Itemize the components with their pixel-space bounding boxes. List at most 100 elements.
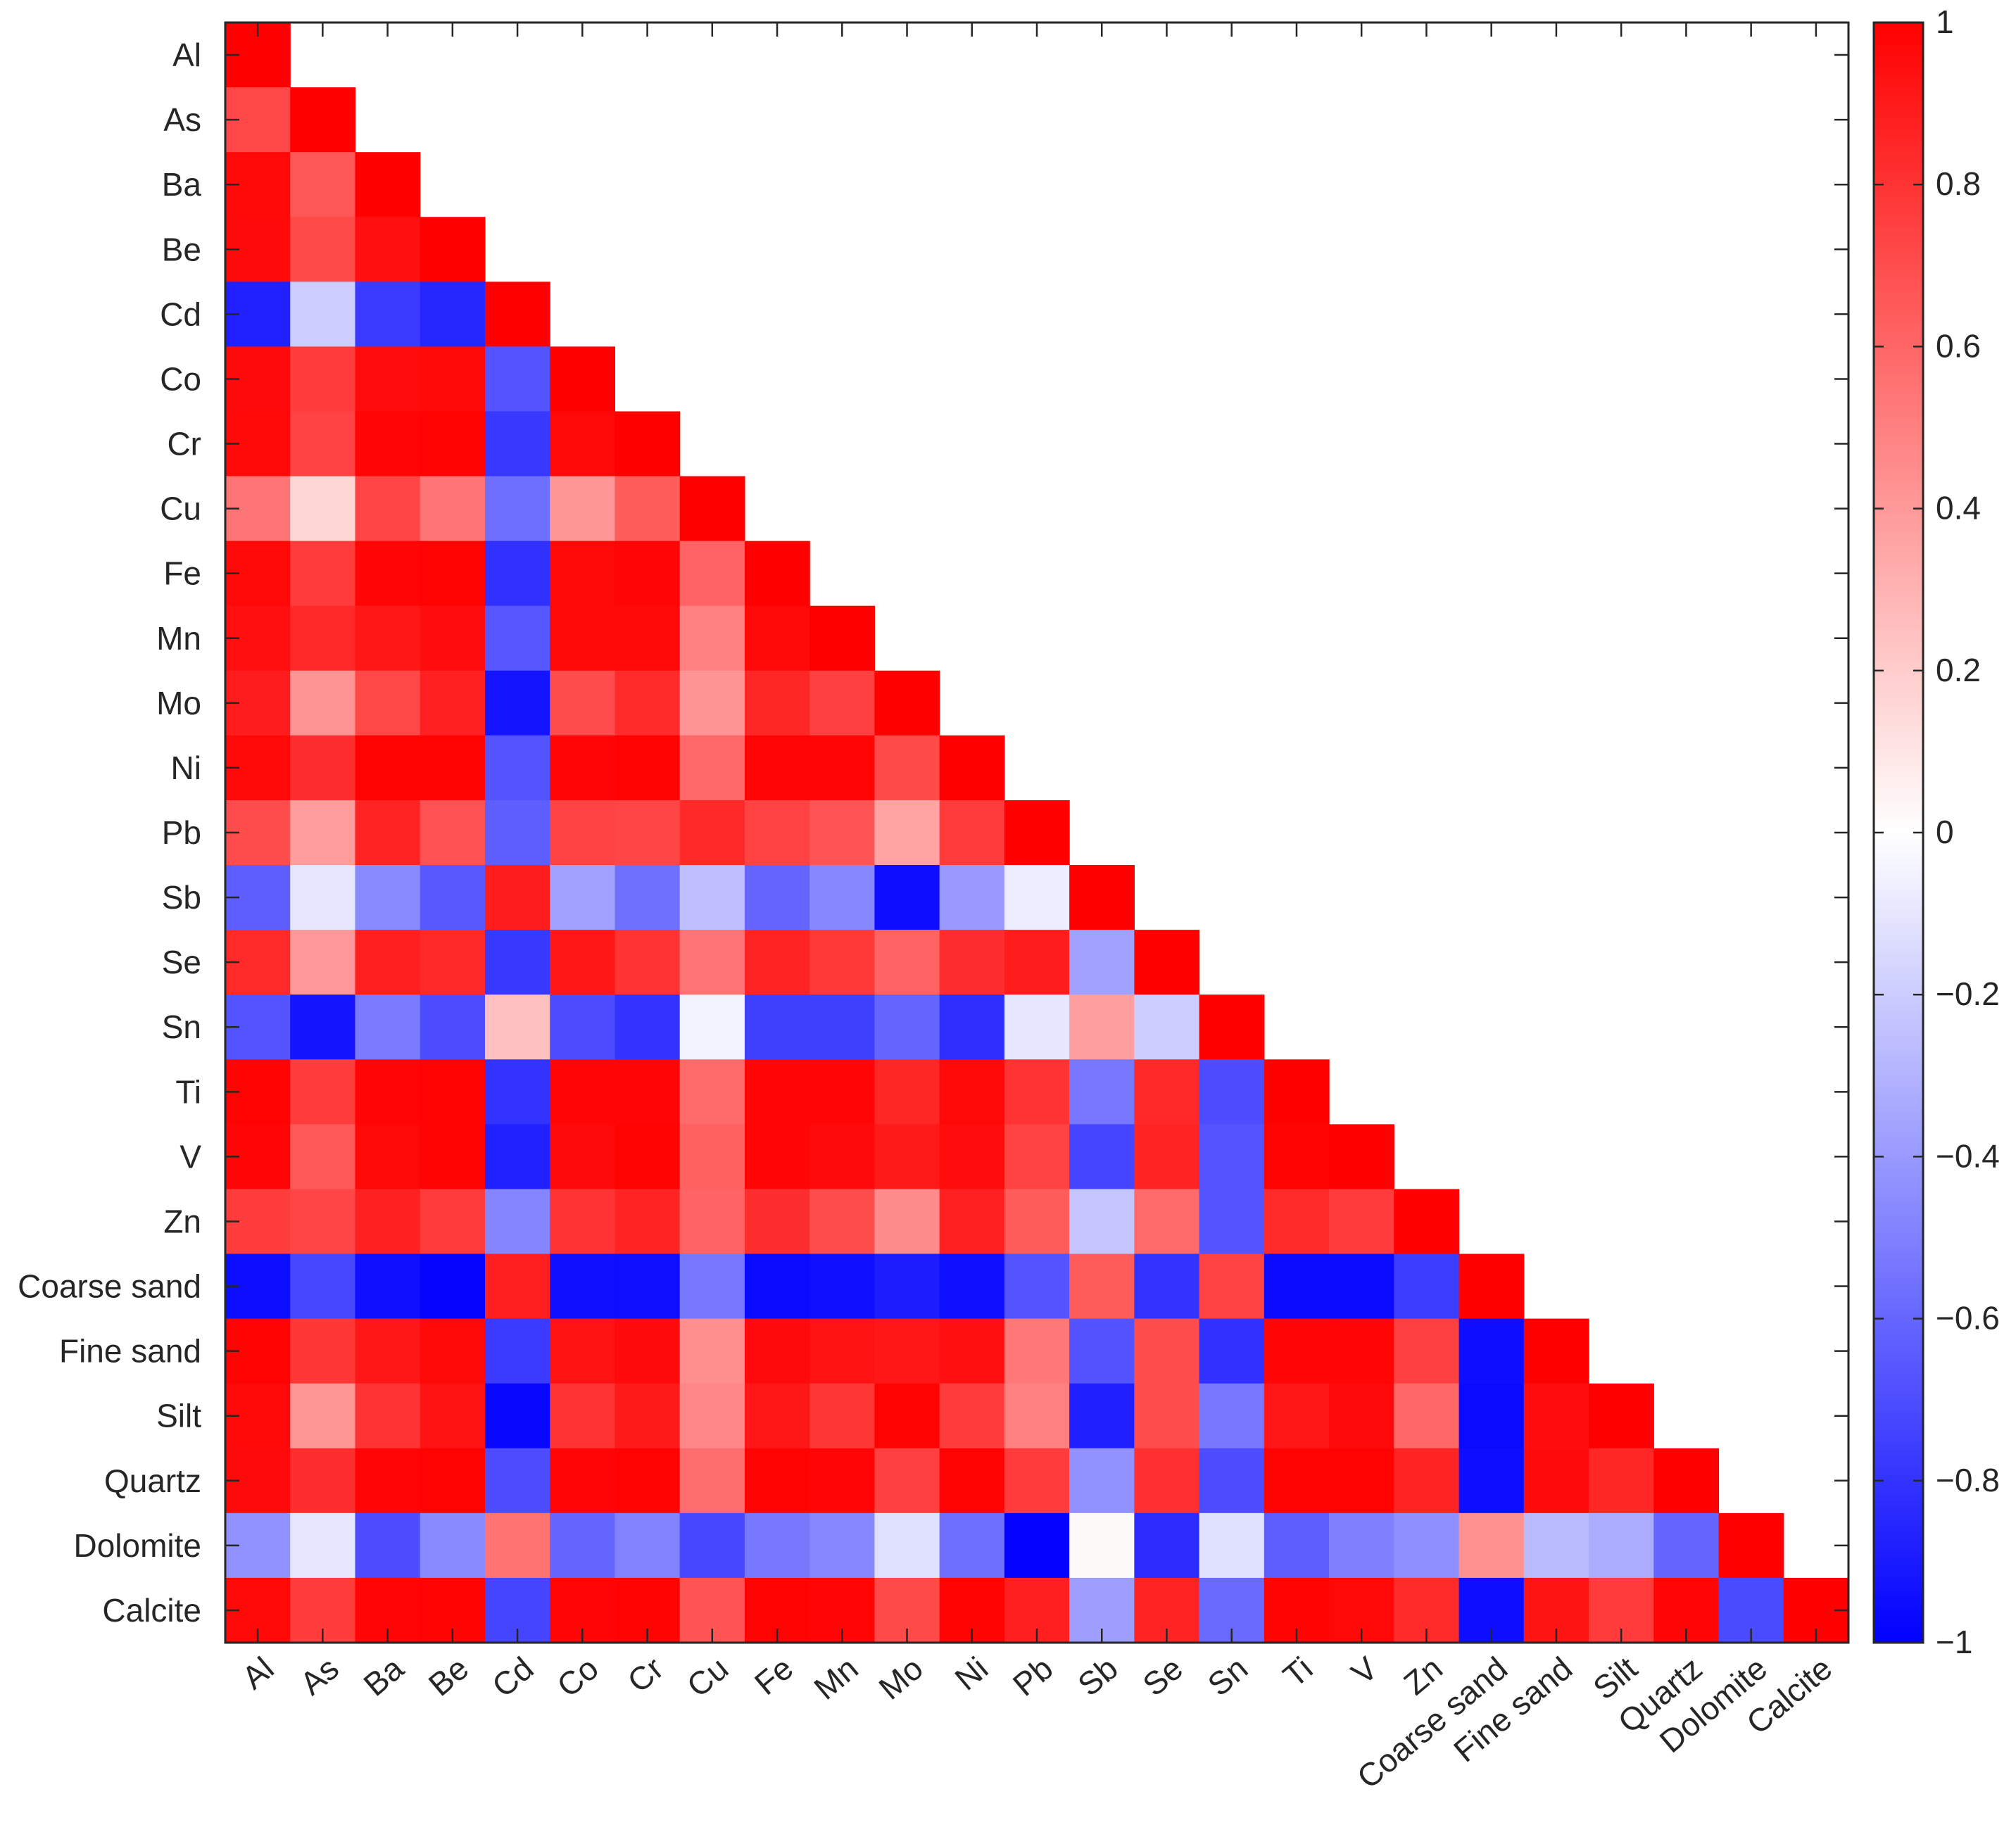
cell-zn-mo xyxy=(874,1189,940,1255)
cell-mn-fe xyxy=(744,605,810,671)
cell-sb-as xyxy=(290,865,356,930)
cell-se-mn xyxy=(809,930,875,995)
cell-se-se xyxy=(1134,930,1200,995)
cell-fine-sand-fe xyxy=(744,1318,810,1384)
cell-se-cr xyxy=(615,930,681,995)
cell-pb-as xyxy=(290,800,356,866)
cell-sb-mo xyxy=(874,865,940,930)
cell-silt-silt xyxy=(1589,1383,1654,1449)
cell-ni-as xyxy=(290,735,356,801)
cell-quartz-be xyxy=(420,1448,486,1514)
cell-zn-zn xyxy=(1394,1189,1460,1255)
cell-be-be xyxy=(420,217,486,282)
cell-sn-se xyxy=(1134,994,1200,1060)
cell-se-fe xyxy=(744,930,810,995)
cell-coarse-sand-ti xyxy=(1264,1253,1330,1320)
cell-silt-as xyxy=(290,1383,356,1449)
cell-v-ni xyxy=(939,1124,1005,1190)
x-tick-label: Sn xyxy=(1201,1650,1255,1703)
cell-se-pb xyxy=(1004,930,1070,995)
cell-cd-as xyxy=(290,282,356,347)
cell-co-as xyxy=(290,346,356,412)
cell-cr-as xyxy=(290,411,356,477)
cell-coarse-sand-coarse-sand xyxy=(1459,1253,1525,1320)
x-tick-label: Be xyxy=(422,1650,476,1703)
cell-quartz-ti xyxy=(1264,1448,1330,1514)
cell-pb-mo xyxy=(874,800,940,866)
y-tick-label: Ba xyxy=(162,166,202,203)
cell-dolomite-co xyxy=(550,1512,616,1579)
colorbar-tick-label: 1 xyxy=(1936,4,1954,40)
cell-fine-sand-co xyxy=(550,1318,616,1384)
cell-fine-sand-sb xyxy=(1069,1318,1135,1384)
cell-sn-pb xyxy=(1004,994,1070,1060)
cell-dolomite-cd xyxy=(484,1512,550,1579)
cell-cu-co xyxy=(550,476,616,542)
cell-pb-cr xyxy=(615,800,681,866)
cell-dolomite-sb xyxy=(1069,1512,1135,1579)
cell-mo-as xyxy=(290,670,356,736)
cell-coarse-sand-sn xyxy=(1199,1253,1265,1320)
cell-pb-ba xyxy=(355,800,421,866)
cell-fine-sand-cr xyxy=(615,1318,681,1384)
cell-se-be xyxy=(420,930,486,995)
cell-silt-zn xyxy=(1394,1383,1460,1449)
cell-sn-fe xyxy=(744,994,810,1060)
x-tick-label: Co xyxy=(550,1650,605,1705)
cell-cr-ba xyxy=(355,411,421,477)
y-tick-label: Cu xyxy=(160,491,201,527)
x-tick-label: Mo xyxy=(872,1650,930,1707)
cell-ti-mn xyxy=(809,1059,875,1125)
cell-fe-co xyxy=(550,541,616,607)
cell-ni-be xyxy=(420,735,486,801)
cell-mo-ba xyxy=(355,670,421,736)
cell-coarse-sand-pb xyxy=(1004,1253,1070,1320)
cell-quartz-cd xyxy=(484,1448,550,1514)
cell-v-cd xyxy=(484,1124,550,1190)
cell-sn-as xyxy=(290,994,356,1060)
cell-zn-pb xyxy=(1004,1189,1070,1255)
x-tick-label: Cd xyxy=(485,1650,540,1705)
cell-ni-ni xyxy=(939,735,1005,801)
colorbar-tick-label: −0.8 xyxy=(1936,1462,2000,1498)
cell-sb-cr xyxy=(615,865,681,930)
cell-coarse-sand-sb xyxy=(1069,1253,1135,1320)
cell-ti-cd xyxy=(484,1059,550,1125)
cell-dolomite-sn xyxy=(1199,1512,1265,1579)
cell-fine-sand-se xyxy=(1134,1318,1200,1384)
cell-ba-ba xyxy=(355,152,421,217)
cell-coarse-sand-mn xyxy=(809,1253,875,1320)
cell-silt-cr xyxy=(615,1383,681,1449)
cell-silt-mo xyxy=(874,1383,940,1449)
colorbar-tick-label: −0.6 xyxy=(1936,1300,2000,1337)
cell-sb-co xyxy=(550,865,616,930)
cell-dolomite-ti xyxy=(1264,1512,1330,1579)
cell-quartz-fe xyxy=(744,1448,810,1514)
y-tick-label: Cd xyxy=(160,296,201,332)
x-tick-label: Sb xyxy=(1071,1650,1125,1703)
cell-cd-be xyxy=(420,282,486,347)
y-tick-label: Al xyxy=(172,37,201,73)
cell-sn-cr xyxy=(615,994,681,1060)
cell-silt-fine-sand xyxy=(1523,1383,1589,1449)
cell-v-ti xyxy=(1264,1124,1330,1190)
y-tick-label: Be xyxy=(162,231,201,267)
y-axis-tick-labels: Al As Ba Be Cd Co Cr Cu Fe Mn Mo Ni Pb Sb Se Sn Ti V Zn Coa… xyxy=(18,37,201,1629)
cell-silt-v xyxy=(1329,1383,1394,1449)
cell-sn-co xyxy=(550,994,616,1060)
cell-cr-cr xyxy=(615,411,681,477)
cell-mn-mn xyxy=(809,605,875,671)
cell-dolomite-coarse-sand xyxy=(1459,1512,1525,1579)
cell-dolomite-mo xyxy=(874,1512,940,1579)
cell-fe-ba xyxy=(355,541,421,607)
cell-sn-sn xyxy=(1199,994,1265,1060)
cell-quartz-silt xyxy=(1589,1448,1654,1514)
cell-fe-cd xyxy=(484,541,550,607)
colorbar-tick-label: 0.2 xyxy=(1936,652,1981,688)
colorbar-tick-label: 0.8 xyxy=(1936,165,1981,202)
cell-dolomite-fine-sand xyxy=(1523,1512,1589,1579)
cell-silt-fe xyxy=(744,1383,810,1449)
cell-fe-be xyxy=(420,541,486,607)
cell-sb-cu xyxy=(679,865,745,930)
